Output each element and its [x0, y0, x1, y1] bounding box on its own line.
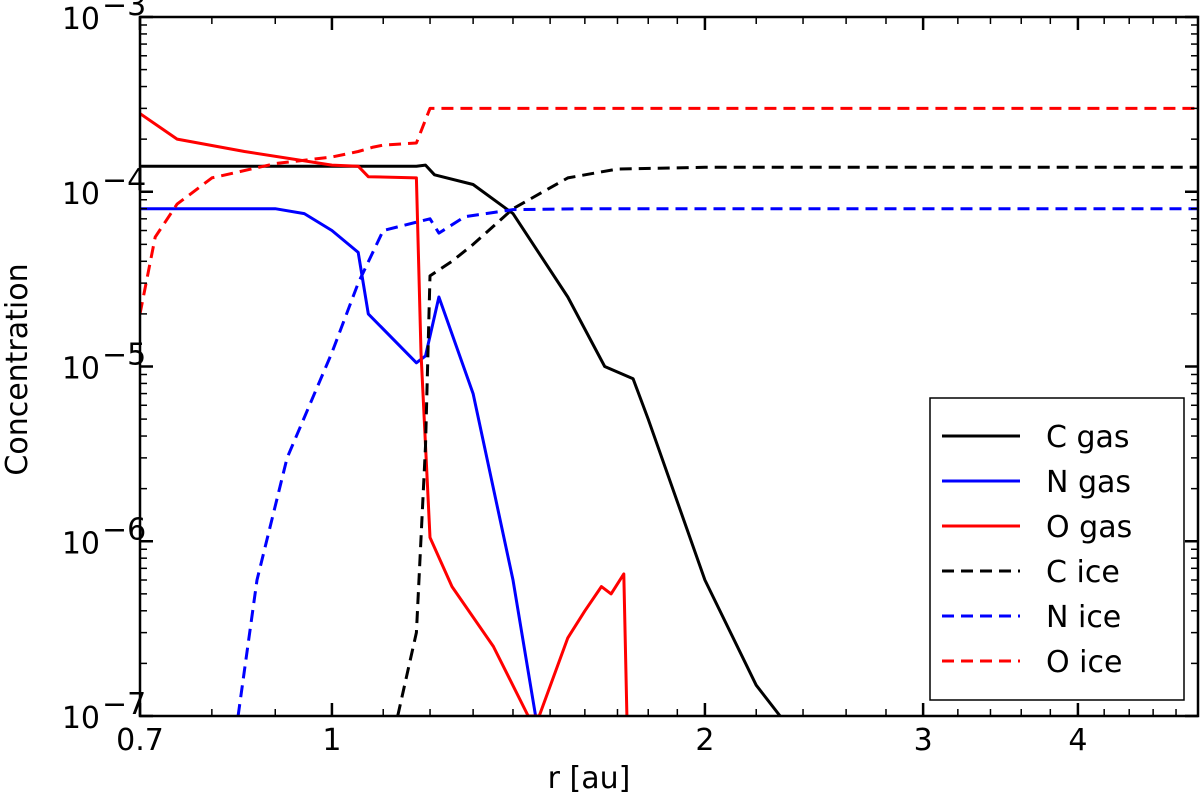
y-tick-exponent: −3: [102, 0, 146, 23]
legend-label: O gas: [1046, 510, 1132, 545]
y-tick-label: 10: [62, 352, 100, 387]
x-tick-label: 3: [914, 723, 933, 758]
series-layer: [140, 106, 1198, 716]
x-tick-label: 1: [322, 723, 341, 758]
ticks-layer: 0.7 1 2 3 410−710−610−510−410−3: [62, 0, 1198, 758]
y-tick-label: 10: [62, 2, 100, 37]
legend-label: N gas: [1046, 465, 1131, 500]
legend-box: [929, 397, 1185, 701]
y-axis-label: Concentration: [0, 263, 35, 475]
legend-label: C ice: [1046, 555, 1120, 590]
y-tick-label: 10: [62, 526, 100, 561]
series-line-c-ice: [396, 165, 1198, 716]
legend: C gas N gas O gas C ice N ice O ice: [929, 397, 1185, 701]
y-tick-label: 10: [62, 701, 100, 736]
x-tick-label: 0.7: [116, 723, 164, 758]
series-line-n-ice: [236, 207, 1198, 716]
series-line-n-gas: [140, 207, 538, 716]
series-line-o-gas: [140, 112, 629, 716]
x-tick-label: 4: [1068, 723, 1087, 758]
series-line-c-gas: [140, 163, 782, 716]
x-tick-label: 2: [695, 723, 714, 758]
x-axis-label: r [au]: [548, 761, 631, 796]
plot-frame: [138, 15, 1200, 718]
legend-label: C gas: [1046, 420, 1130, 455]
y-tick-label: 10: [62, 177, 100, 212]
legend-label: N ice: [1046, 600, 1121, 635]
legend-label: O ice: [1046, 645, 1122, 680]
series-line-o-ice: [140, 106, 1198, 315]
